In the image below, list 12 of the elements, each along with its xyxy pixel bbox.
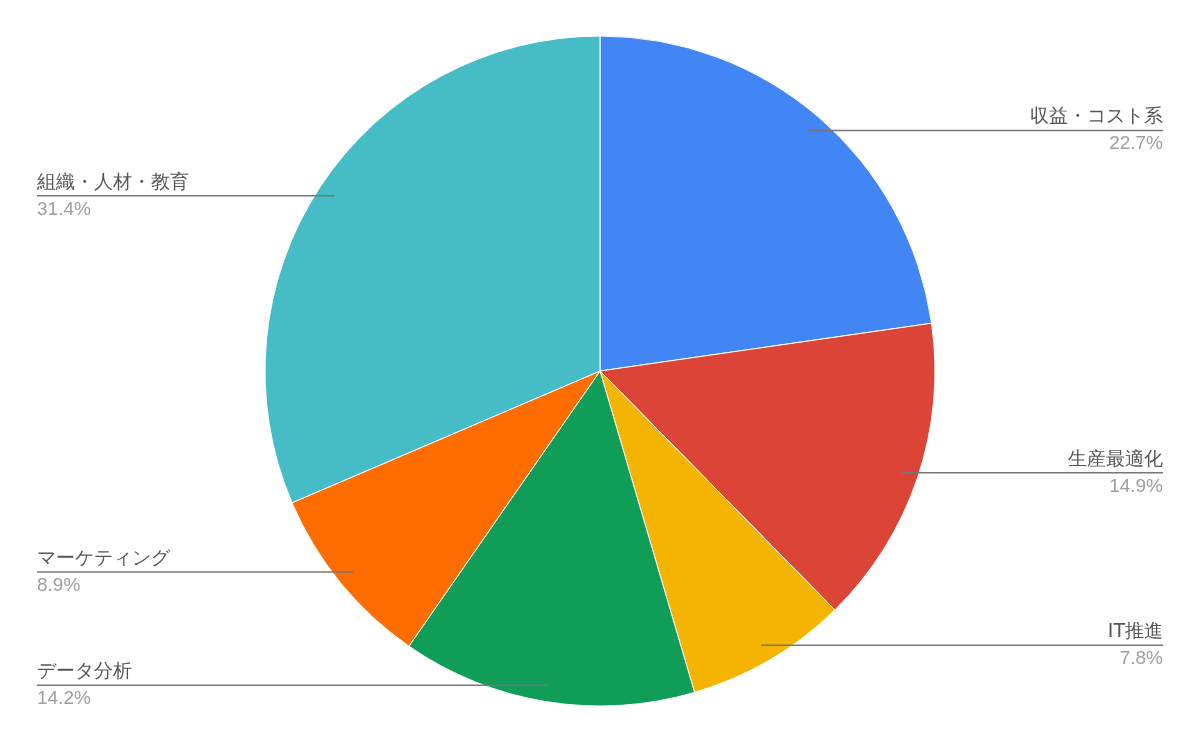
slice-label: 組織・人材・教育 [36,169,189,192]
data-label: 14.2% [37,687,91,709]
slice-label: 生産最適化 [1068,446,1163,469]
slice-label: IT推進 [1107,619,1163,642]
data-label: 7.8% [1119,647,1164,669]
slice-label: データ分析 [37,659,132,682]
slice-label: マーケティング [37,546,171,569]
data-label: 22.7% [1109,132,1164,154]
slice-label: 収益・コスト系 [1030,104,1163,127]
data-label: 8.9% [37,574,81,596]
data-label: 14.9% [1109,474,1164,496]
data-label: 31.4% [37,197,91,219]
